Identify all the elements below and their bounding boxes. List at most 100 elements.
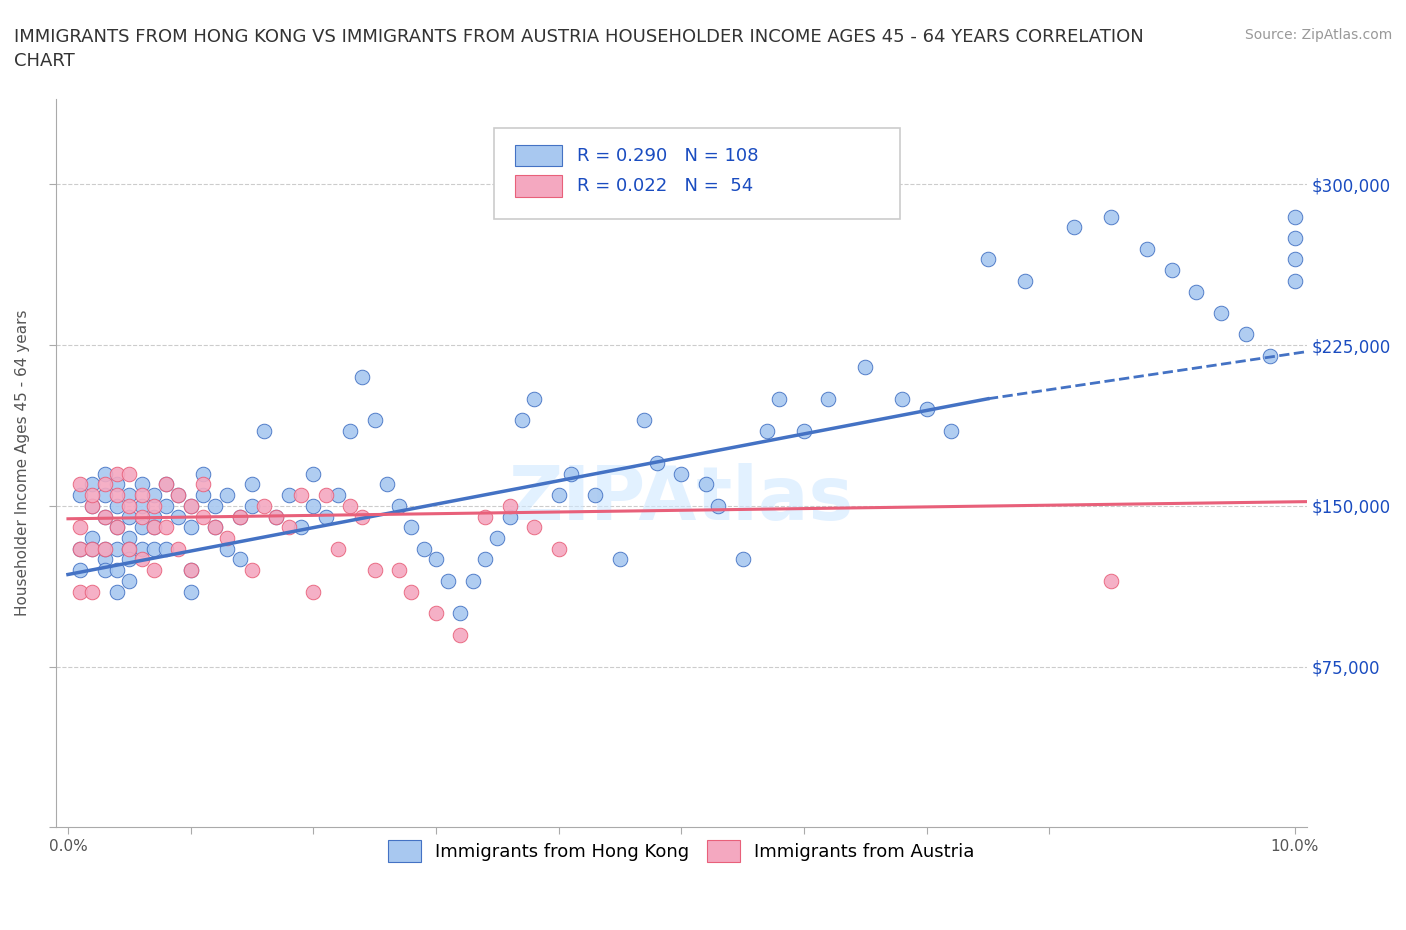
Point xyxy=(339,498,361,513)
Point xyxy=(217,531,239,546)
Point xyxy=(105,520,128,535)
Point xyxy=(450,605,472,620)
Point xyxy=(105,520,128,535)
Point xyxy=(180,498,202,513)
Point xyxy=(1284,231,1306,246)
Text: ZIPAtlas: ZIPAtlas xyxy=(509,463,853,536)
Point xyxy=(915,402,938,417)
Point xyxy=(191,466,214,481)
Point xyxy=(583,487,606,502)
Point xyxy=(315,487,337,502)
Point xyxy=(105,563,128,578)
Point xyxy=(142,520,165,535)
Point xyxy=(167,487,190,502)
Point xyxy=(155,498,177,513)
Point xyxy=(1063,219,1085,234)
Point xyxy=(547,541,569,556)
Point xyxy=(633,413,655,428)
Point xyxy=(118,466,141,481)
Point xyxy=(1136,241,1159,256)
Point xyxy=(142,541,165,556)
Point xyxy=(69,477,91,492)
Point xyxy=(82,498,104,513)
Point xyxy=(180,563,202,578)
Point xyxy=(707,498,730,513)
Point xyxy=(425,552,447,567)
Point xyxy=(131,552,153,567)
Point xyxy=(82,541,104,556)
Point xyxy=(228,510,250,525)
Point xyxy=(240,498,263,513)
Point xyxy=(82,487,104,502)
Point xyxy=(450,627,472,642)
Point xyxy=(412,541,434,556)
Text: R = 0.290   N = 108: R = 0.290 N = 108 xyxy=(578,147,759,165)
Point xyxy=(142,510,165,525)
Point xyxy=(131,477,153,492)
Point xyxy=(1185,285,1208,299)
Point xyxy=(277,487,299,502)
Point xyxy=(131,510,153,525)
Point xyxy=(180,584,202,599)
Point xyxy=(69,541,91,556)
Point xyxy=(1161,262,1184,277)
Point xyxy=(69,584,91,599)
Point xyxy=(277,520,299,535)
Point xyxy=(180,520,202,535)
Point xyxy=(217,487,239,502)
Point xyxy=(363,413,385,428)
Point xyxy=(1284,209,1306,224)
Point xyxy=(977,252,1000,267)
Point xyxy=(204,520,226,535)
Point xyxy=(82,584,104,599)
Point xyxy=(180,498,202,513)
FancyBboxPatch shape xyxy=(494,127,900,219)
Point xyxy=(302,584,325,599)
Point xyxy=(315,510,337,525)
Point xyxy=(191,487,214,502)
Point xyxy=(191,477,214,492)
Point xyxy=(474,510,496,525)
Point xyxy=(131,541,153,556)
Point xyxy=(94,563,117,578)
Point xyxy=(461,574,484,589)
Point xyxy=(253,498,276,513)
Point xyxy=(1284,273,1306,288)
Point xyxy=(853,359,876,374)
Point xyxy=(240,563,263,578)
Point xyxy=(204,498,226,513)
Point xyxy=(401,584,423,599)
Point xyxy=(253,423,276,438)
Point xyxy=(118,487,141,502)
Point xyxy=(94,510,117,525)
Point xyxy=(1099,209,1122,224)
Point xyxy=(118,541,141,556)
Point xyxy=(302,498,325,513)
Bar xyxy=(515,175,562,197)
Point xyxy=(401,520,423,535)
Point xyxy=(388,563,411,578)
Text: R = 0.022   N =  54: R = 0.022 N = 54 xyxy=(578,177,754,195)
Point xyxy=(94,541,117,556)
Point xyxy=(510,413,533,428)
Point xyxy=(1209,306,1232,321)
Point xyxy=(352,370,374,385)
Point xyxy=(756,423,779,438)
Point xyxy=(560,466,582,481)
Point xyxy=(204,520,226,535)
Point xyxy=(695,477,717,492)
Point xyxy=(105,498,128,513)
Point xyxy=(105,466,128,481)
Point xyxy=(167,487,190,502)
Point xyxy=(155,477,177,492)
Point xyxy=(645,456,668,471)
Point xyxy=(155,477,177,492)
Point xyxy=(498,510,520,525)
Legend: Immigrants from Hong Kong, Immigrants from Austria: Immigrants from Hong Kong, Immigrants fr… xyxy=(381,833,981,870)
Point xyxy=(228,552,250,567)
Point xyxy=(609,552,631,567)
Bar xyxy=(515,144,562,166)
Point xyxy=(498,498,520,513)
Point xyxy=(731,552,754,567)
Point xyxy=(94,466,117,481)
